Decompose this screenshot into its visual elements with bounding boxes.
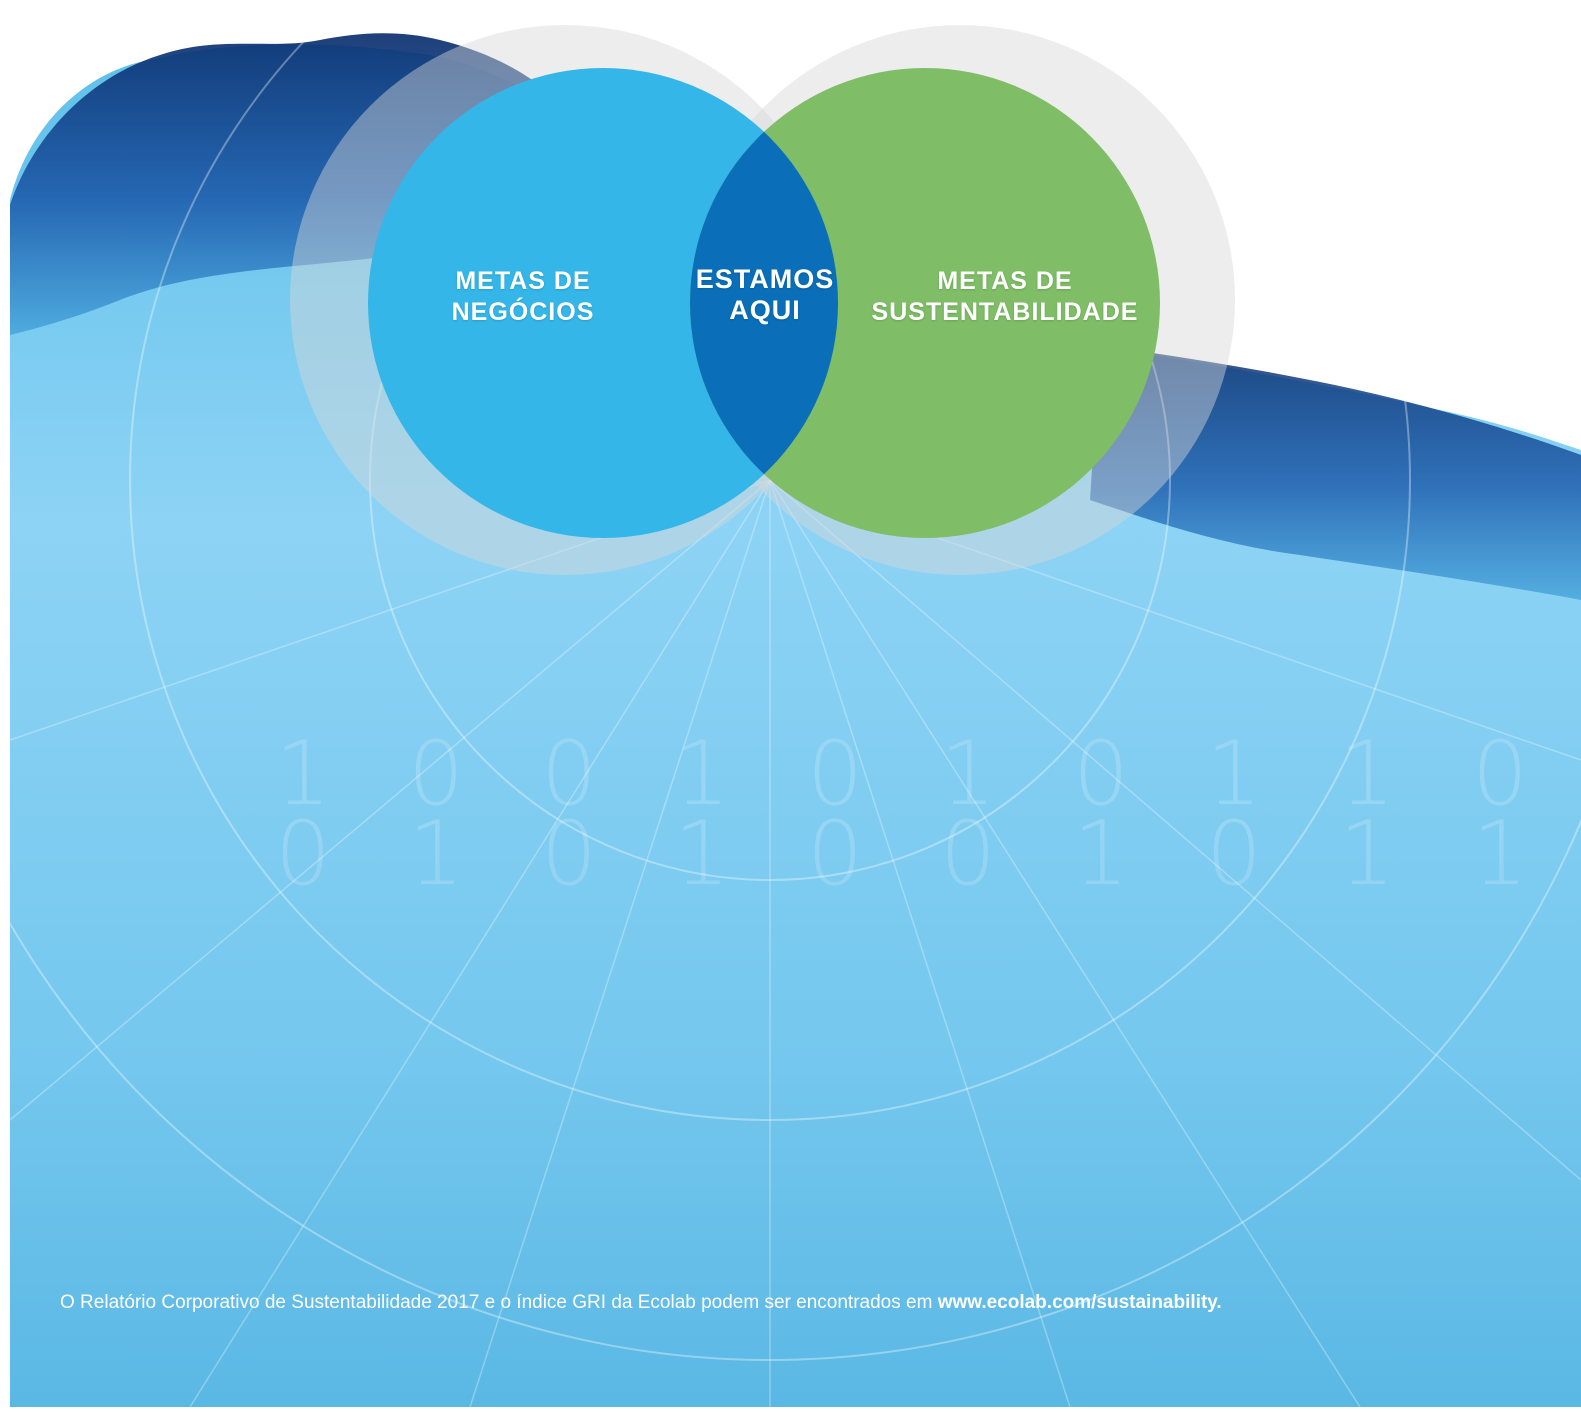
sustainability-goals-circle [690,68,1160,538]
we-are-here-label: ESTAMOS AQUI [695,264,835,325]
footer-text: O Relatório Corporativo de Sustentabilid… [60,1292,933,1313]
grid-rays [9,479,1581,1408]
sustainability-goals-label: METAS DE SUSTENTABILIDADE [871,267,1139,326]
business-goals-circle [368,68,838,538]
sustainability-link[interactable]: www.ecolab.com/sustainability. [937,1292,1222,1313]
business-goals-label: METAS DE NEGÓCIOS [451,267,595,326]
wave-crest-right [1090,345,1581,600]
footer-note: O Relatório Corporativo de Sustentabilid… [60,1292,1222,1314]
grid-arcs [0,0,1581,1360]
